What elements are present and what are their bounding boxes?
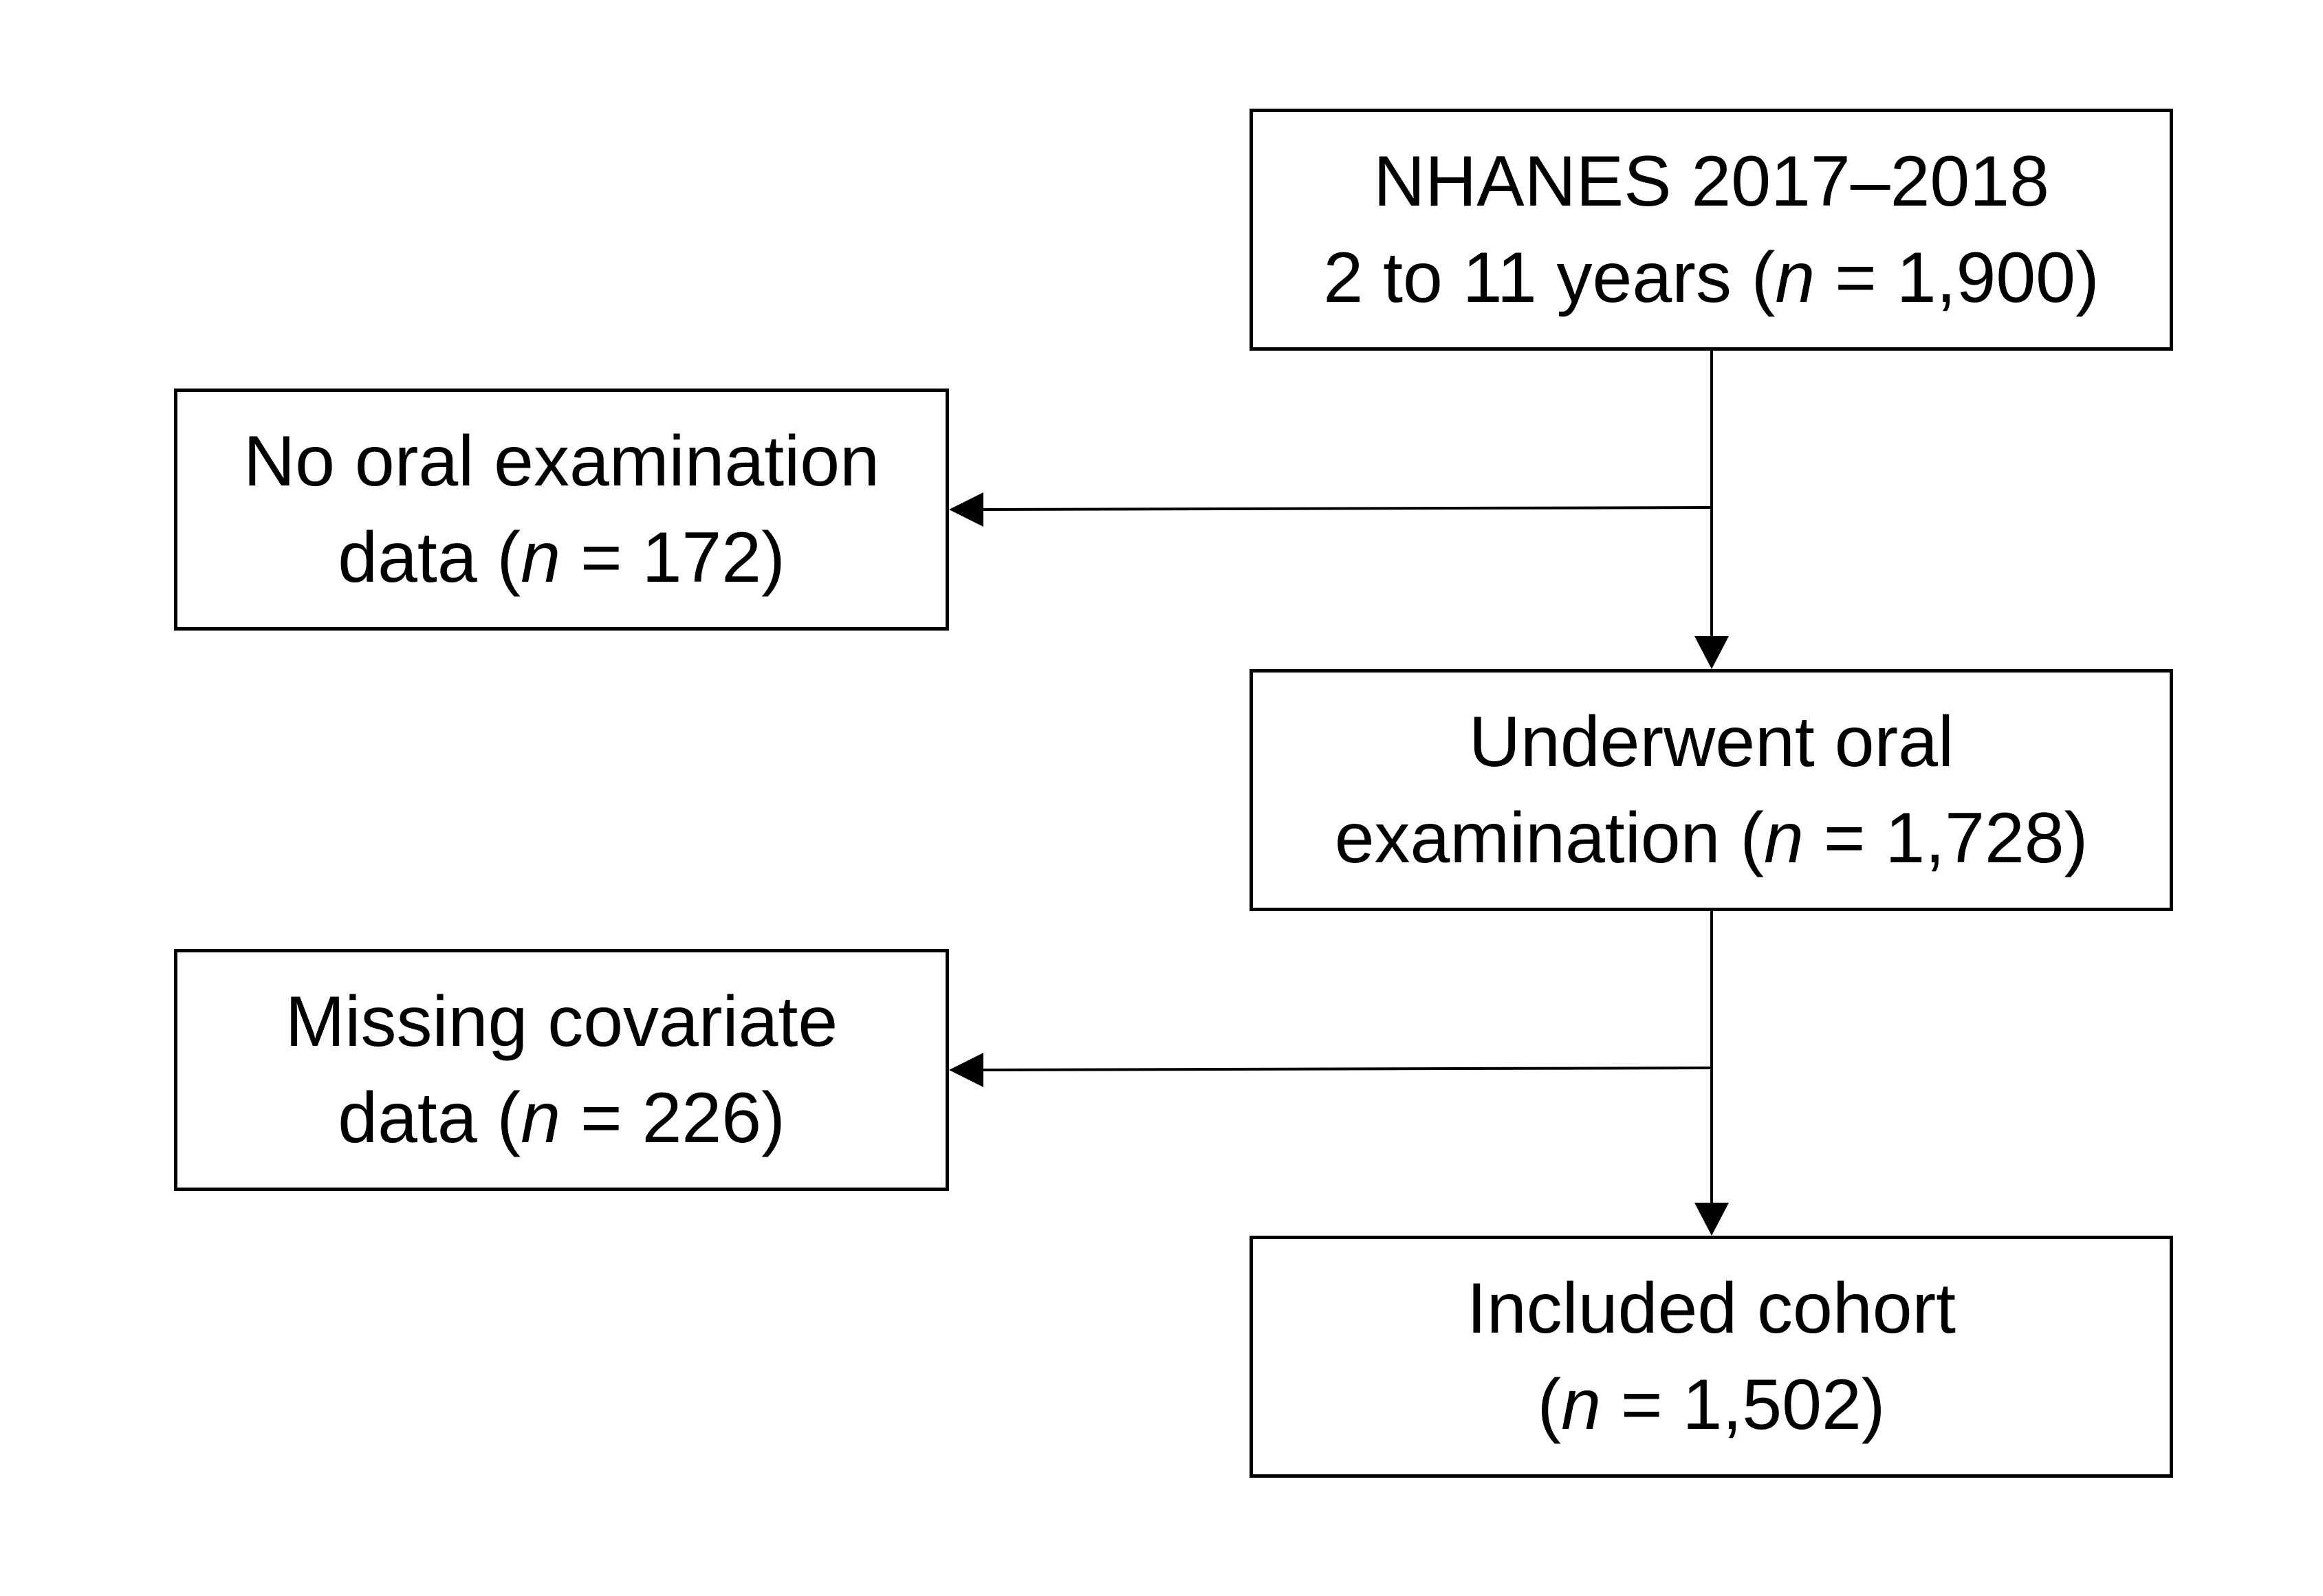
box-included-line2-suffix: = 1,502) — [1601, 1365, 1886, 1445]
box-missing-line2: data (n = 226) — [338, 1070, 785, 1166]
box-nhanes-n-symbol: n — [1775, 238, 1815, 318]
box-no-oral-exam: No oral examination data (n = 172) — [174, 389, 949, 631]
box-nhanes-line2-suffix: = 1,900) — [1815, 238, 2100, 318]
box-no-oral-line1: No oral examination — [243, 421, 880, 501]
connector-to-no-oral — [981, 506, 1712, 511]
box-no-oral-line2: data (n = 172) — [338, 510, 785, 606]
box-missing-covariate: Missing covariate data (n = 226) — [174, 949, 949, 1191]
box-no-oral-line2-suffix: = 172) — [560, 518, 785, 598]
box-underwent-line2-suffix: = 1,728) — [1803, 798, 2088, 878]
box-no-oral-n-symbol: n — [521, 518, 561, 598]
arrowhead-to-underwent — [1694, 636, 1729, 669]
box-underwent-oral-exam: Underwent oral examination (n = 1,728) — [1250, 669, 2173, 911]
box-nhanes-line2-prefix: 2 to 11 years ( — [1323, 238, 1776, 318]
box-underwent-line2-prefix: examination ( — [1334, 798, 1765, 878]
box-missing-line2-suffix: = 226) — [560, 1078, 785, 1158]
box-included-cohort: Included cohort (n = 1,502) — [1250, 1236, 2173, 1478]
box-included-n-symbol: n — [1561, 1365, 1602, 1445]
arrowhead-to-no-oral — [949, 492, 983, 527]
box-included-line2-prefix: ( — [1537, 1365, 1562, 1445]
arrowhead-to-included — [1694, 1203, 1729, 1236]
box-missing-line1: Missing covariate — [285, 981, 838, 1062]
box-nhanes-population: NHANES 2017–2018 2 to 11 years (n = 1,90… — [1250, 109, 2173, 351]
box-no-oral-line2-prefix: data ( — [338, 518, 521, 598]
connector-to-missing — [981, 1067, 1712, 1071]
box-underwent-line1: Underwent oral — [1468, 701, 1954, 782]
box-underwent-n-symbol: n — [1764, 798, 1804, 878]
box-missing-n-symbol: n — [521, 1078, 561, 1158]
box-missing-line2-prefix: data ( — [338, 1078, 521, 1158]
arrowhead-to-missing — [949, 1053, 983, 1087]
box-included-line2: (n = 1,502) — [1538, 1357, 1886, 1453]
box-nhanes-line2: 2 to 11 years (n = 1,900) — [1323, 230, 2099, 326]
box-underwent-line2: examination (n = 1,728) — [1335, 790, 2088, 886]
box-nhanes-line1: NHANES 2017–2018 — [1373, 141, 2049, 221]
box-included-line1: Included cohort — [1466, 1268, 1956, 1348]
